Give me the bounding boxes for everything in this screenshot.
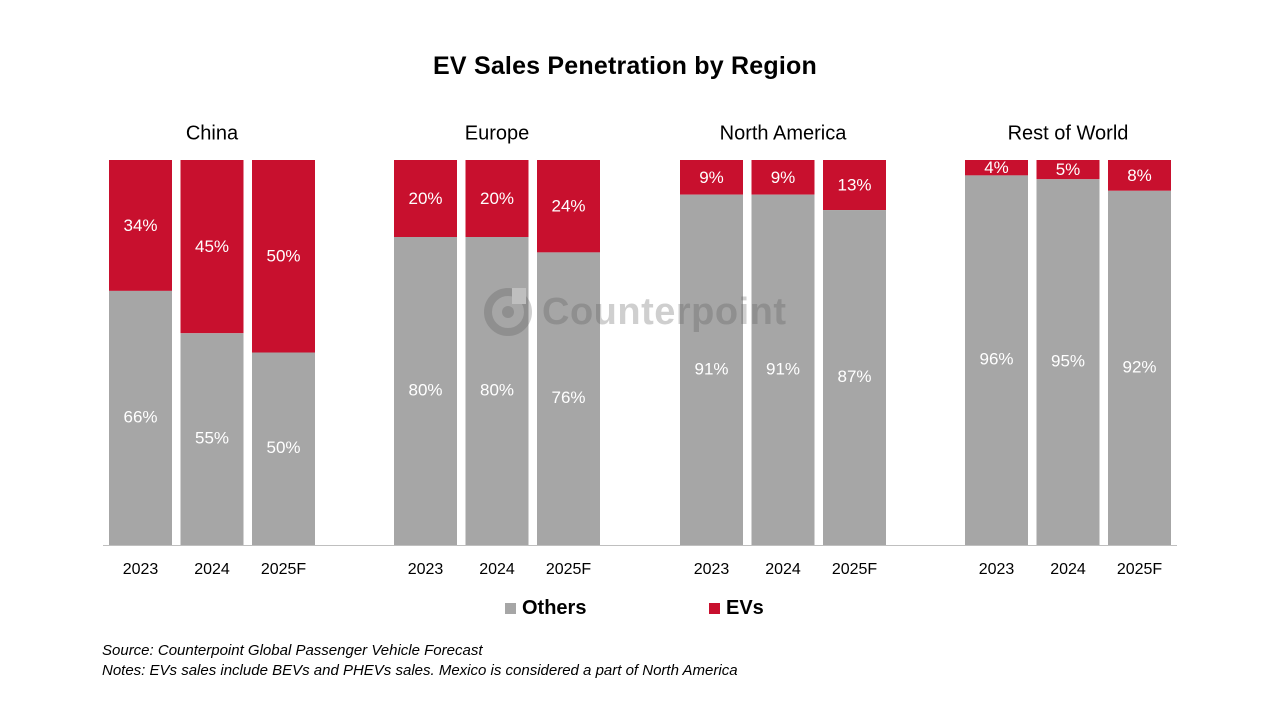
bar-evs-3-0 [965,160,1028,176]
bar-evs-0-1 [180,160,244,334]
bar-others-3-1 [1036,179,1100,545]
x-tick-2-0: 2023 [694,561,730,578]
x-tick-1-0: 2023 [408,561,444,578]
x-tick-3-1: 2024 [1050,561,1086,578]
bar-others-0-1 [180,333,244,545]
bar-others-3-2 [1108,190,1171,546]
bar-others-2-0 [680,194,743,545]
bar-others-1-0 [394,237,457,545]
legend-label-evs: EVs [726,597,764,619]
bar-others-2-2 [823,210,886,546]
bar-evs-1-1 [465,160,529,237]
region-label-2: North America [720,122,848,144]
source-note: Source: Counterpoint Global Passenger Ve… [102,642,483,659]
x-tick-2-2: 2025F [832,561,878,578]
label-others-3-0: 96% [979,350,1013,369]
label-evs-3-1: 5% [1056,160,1081,179]
bar-others-0-2 [252,352,315,545]
bar-evs-2-0 [680,160,743,195]
legend-item-others: Others [505,597,586,620]
label-others-0-0: 66% [123,407,157,426]
bar-others-0-0 [109,290,172,545]
bar-evs-2-1 [751,160,815,195]
region-label-1: Europe [465,122,530,144]
label-others-0-2: 50% [266,438,300,457]
bar-evs-2-2 [823,160,886,211]
label-evs-3-2: 8% [1127,166,1152,185]
bar-others-2-1 [751,194,815,545]
x-tick-1-2: 2025F [546,561,592,578]
notes-text: Notes: EVs sales include BEVs and PHEVs … [102,662,738,679]
x-tick-0-1: 2024 [194,561,230,578]
label-others-2-2: 87% [837,367,871,386]
label-evs-1-0: 20% [408,189,442,208]
x-tick-3-2: 2025F [1117,561,1163,578]
legend-swatch-evs [709,603,720,614]
x-tick-0-0: 2023 [123,561,159,578]
bar-others-3-0 [965,175,1028,545]
label-evs-2-2: 13% [837,176,871,195]
bar-others-1-2 [537,252,600,545]
legend-swatch-others [505,603,516,614]
bar-evs-1-2 [537,160,600,253]
label-evs-0-1: 45% [195,237,229,256]
region-label-3: Rest of World [1008,122,1129,144]
bar-evs-0-2 [252,160,315,353]
region-label-0: China [186,122,239,144]
x-tick-1-1: 2024 [479,561,515,578]
bar-evs-3-1 [1036,160,1100,180]
label-others-1-1: 80% [480,380,514,399]
bar-evs-1-0 [394,160,457,237]
bar-evs-0-0 [109,160,172,291]
label-others-0-1: 55% [195,429,229,448]
label-others-1-2: 76% [551,388,585,407]
legend: Others EVs [0,597,1280,625]
legend-item-evs: EVs [709,597,764,620]
x-tick-2-1: 2024 [765,561,801,578]
chart-title: EV Sales Penetration by Region [433,52,817,80]
label-others-1-0: 80% [408,380,442,399]
x-tick-0-2: 2025F [261,561,307,578]
label-evs-0-2: 50% [266,247,300,266]
bar-others-1-1 [465,237,529,545]
label-others-3-1: 95% [1051,352,1085,371]
label-others-3-2: 92% [1122,357,1156,376]
label-evs-1-2: 24% [551,197,585,216]
legend-label-others: Others [522,597,587,619]
label-evs-0-0: 34% [123,216,157,235]
label-others-2-0: 91% [694,359,728,378]
label-others-2-1: 91% [766,359,800,378]
label-evs-2-1: 9% [771,168,796,187]
label-evs-1-1: 20% [480,189,514,208]
label-evs-2-0: 9% [699,168,724,187]
bar-evs-3-2 [1108,160,1171,191]
label-evs-3-0: 4% [984,158,1009,177]
x-tick-3-0: 2023 [979,561,1015,578]
